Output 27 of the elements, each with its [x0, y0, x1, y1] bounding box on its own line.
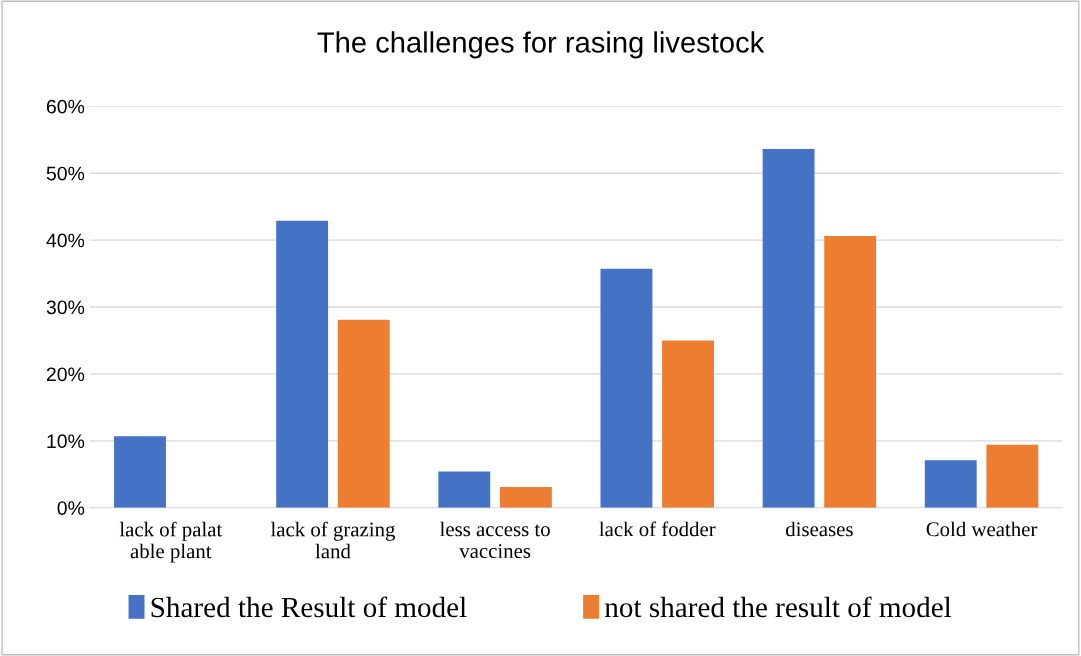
- x-tick-label: lack of grazing land: [270, 521, 396, 559]
- bar: [114, 436, 166, 508]
- x-tick-label: Cold weather: [926, 521, 1038, 537]
- y-tick-label: 60%: [46, 99, 85, 114]
- bar: [824, 236, 877, 508]
- y-tick-label: 50%: [46, 166, 85, 181]
- legend-label: not shared the result of model: [604, 596, 952, 618]
- bar: [924, 460, 977, 508]
- y-tick-label: 40%: [46, 233, 85, 248]
- y-tick-label: 10%: [47, 434, 85, 449]
- y-tick-label: 20%: [46, 367, 85, 382]
- legend-label: Shared the Result of model: [151, 596, 467, 618]
- bar: [438, 471, 491, 508]
- bar: [499, 487, 552, 508]
- bar: [662, 340, 714, 508]
- y-tick-label: 30%: [46, 300, 85, 315]
- x-tick-label: less access to vaccines: [439, 521, 550, 559]
- bar: [337, 319, 390, 508]
- x-tick-label: diseases: [786, 521, 853, 537]
- x-tick-label: lack of palat able plant: [119, 521, 223, 563]
- bar: [986, 444, 1039, 508]
- bar: [276, 220, 329, 508]
- chart-title: The challenges for rasing livestock: [317, 31, 765, 59]
- x-tick-label: lack of fodder: [599, 521, 716, 537]
- y-tick-label: 0%: [57, 501, 85, 515]
- bar: [600, 268, 653, 508]
- bar: [762, 149, 815, 508]
